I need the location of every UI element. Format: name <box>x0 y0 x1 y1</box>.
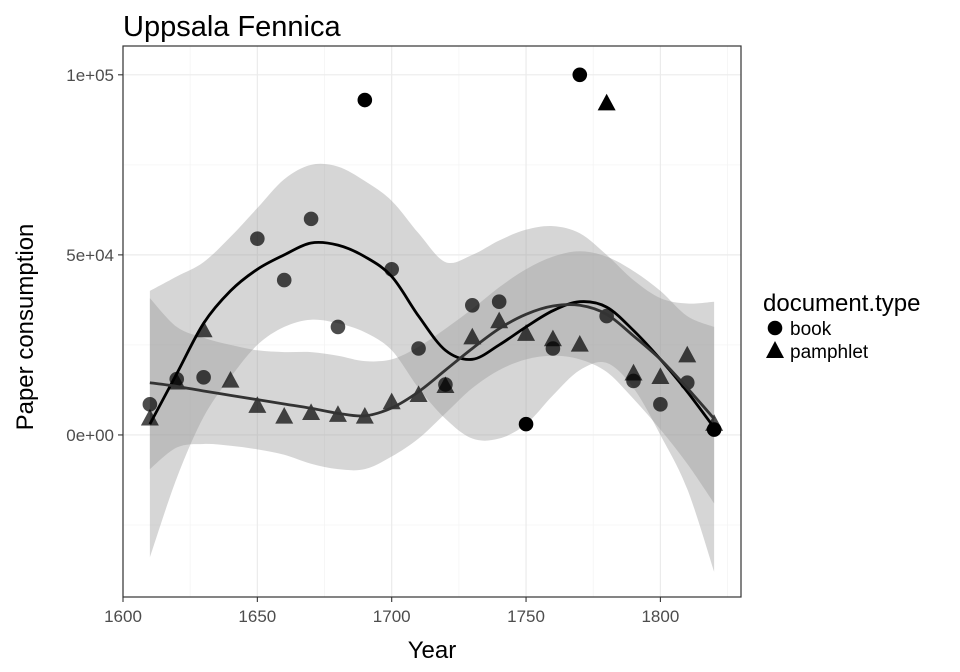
point-book <box>411 341 426 356</box>
y-tick-label: 1e+05 <box>66 66 114 85</box>
plot-panel <box>122 45 742 598</box>
point-book <box>276 272 292 288</box>
panel-border <box>122 45 742 598</box>
confidence-band-book <box>149 163 715 572</box>
point-pamphlet <box>597 93 616 111</box>
point-book <box>384 261 399 277</box>
point-pamphlet <box>678 345 697 363</box>
point-pamphlet <box>517 324 536 341</box>
y-tick-label: 5e+04 <box>66 246 114 265</box>
point-book <box>653 397 668 412</box>
point-pamphlet <box>409 385 428 403</box>
y-axis-title: Paper consumption <box>12 224 39 431</box>
point-pamphlet <box>463 327 482 345</box>
x-tick-label: 1800 <box>641 607 679 626</box>
x-tick-label: 1750 <box>507 607 545 626</box>
confidence-band-pamphlet <box>149 251 715 504</box>
x-tick-label: 1600 <box>104 607 142 626</box>
point-pamphlet <box>705 414 724 431</box>
point-pamphlet <box>570 334 589 352</box>
point-book <box>357 92 373 108</box>
point-book <box>250 231 265 246</box>
point-pamphlet <box>221 371 240 388</box>
point-book <box>303 211 319 227</box>
smooth-line-book <box>148 240 716 429</box>
x-axis-title: Year <box>408 637 457 664</box>
point-pamphlet <box>275 407 294 424</box>
point-pamphlet <box>248 396 267 413</box>
point-pamphlet <box>543 329 562 347</box>
point-book <box>330 319 346 335</box>
legend-label-book: book <box>790 319 832 340</box>
x-tick-label: 1700 <box>373 607 411 626</box>
point-pamphlet <box>140 408 159 426</box>
point-pamphlet <box>302 403 321 421</box>
point-book <box>196 370 211 385</box>
chart-title: Uppsala Fennica <box>123 11 341 43</box>
point-book <box>465 297 480 313</box>
point-book <box>518 416 534 432</box>
legend-title: document.type <box>763 290 920 317</box>
legend-key-book <box>767 320 783 336</box>
point-book <box>572 67 588 83</box>
point-book <box>142 397 158 412</box>
point-pamphlet <box>490 311 509 329</box>
point-pamphlet <box>436 376 455 394</box>
x-tick-label: 1650 <box>238 607 276 626</box>
legend-key-pamphlet <box>766 341 784 358</box>
y-tick-label: 0e+00 <box>66 426 114 445</box>
point-pamphlet <box>651 367 670 385</box>
point-pamphlet <box>624 363 643 381</box>
legend-label-pamphlet: pamphlet <box>790 342 869 363</box>
point-book <box>491 294 507 309</box>
smooth-line-pamphlet <box>149 303 716 420</box>
